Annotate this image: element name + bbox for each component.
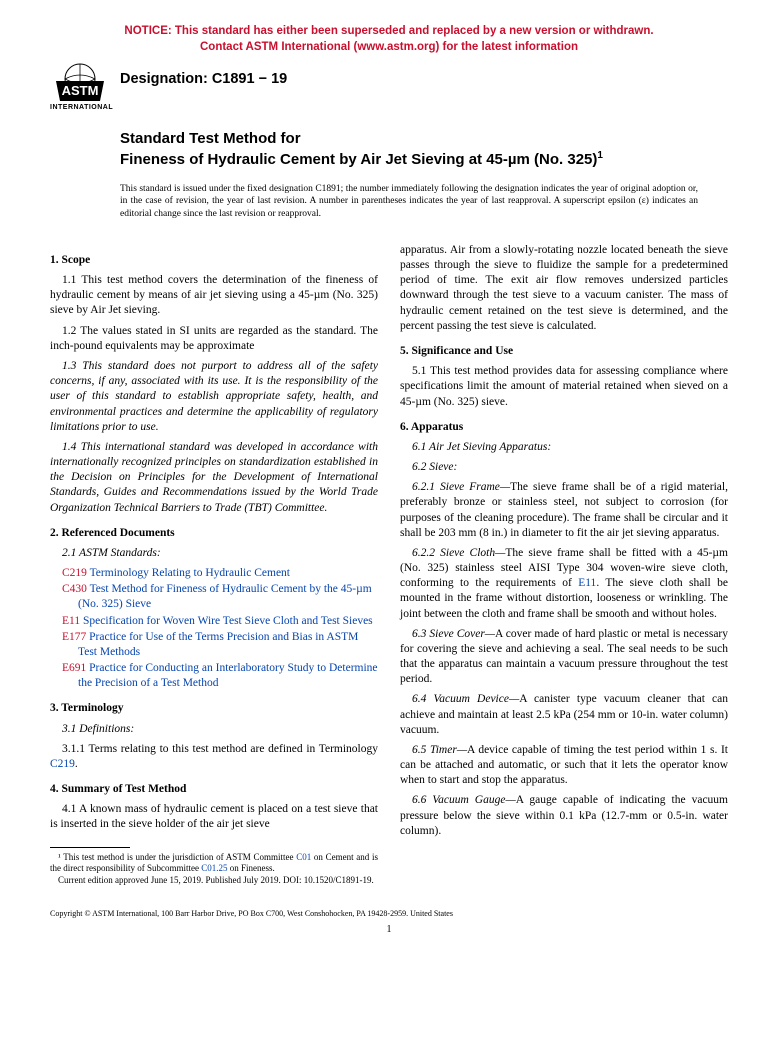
- para-4-1-cont: apparatus. Air from a slowly-rotating no…: [400, 243, 728, 334]
- link-c01-25[interactable]: C01.25: [201, 863, 227, 873]
- notice-line1: NOTICE: This standard has either been su…: [124, 25, 653, 37]
- para-6-2: 6.2 Sieve:: [400, 460, 728, 475]
- astm-logo-text: INTERNATIONAL: [50, 104, 110, 111]
- para-6-3: 6.3 Sieve Cover—A cover made of hard pla…: [400, 627, 728, 688]
- para-6-2-2: 6.2.2 Sieve Cloth—The sieve frame shall …: [400, 546, 728, 622]
- para-5-1: 5.1 This test method provides data for a…: [400, 364, 728, 410]
- copyright-line: Copyright © ASTM International, 100 Barr…: [50, 909, 728, 918]
- section-1-head: 1. Scope: [50, 253, 378, 268]
- para-1-4: 1.4 This international standard was deve…: [50, 440, 378, 516]
- page-number: 1: [50, 924, 728, 935]
- ref-c430[interactable]: C430 Test Method for Fineness of Hydraul…: [50, 582, 378, 612]
- link-c01[interactable]: C01: [296, 852, 311, 862]
- para-6-2-1: 6.2.1 Sieve Frame—The sieve frame shall …: [400, 480, 728, 541]
- title-main: Fineness of Hydraulic Cement by Air Jet …: [120, 149, 728, 170]
- para-1-2: 1.2 The values stated in SI units are re…: [50, 324, 378, 354]
- para-1-3: 1.3 This standard does not purport to ad…: [50, 359, 378, 435]
- notice-banner: NOTICE: This standard has either been su…: [50, 24, 728, 55]
- ref-e691[interactable]: E691 Practice for Conducting an Interlab…: [50, 661, 378, 691]
- header-row: ASTM INTERNATIONAL Designation: C1891 − …: [50, 63, 728, 111]
- section-3-head: 3. Terminology: [50, 701, 378, 716]
- body-columns: 1. Scope 1.1 This test method covers the…: [50, 243, 728, 887]
- para-3-1-1: 3.1.1 Terms relating to this test method…: [50, 742, 378, 772]
- ref-e11[interactable]: E11 Specification for Woven Wire Test Si…: [50, 614, 378, 629]
- para-2-1: 2.1 ASTM Standards:: [50, 546, 378, 561]
- ref-e177[interactable]: E177 Practice for Use of the Terms Preci…: [50, 630, 378, 660]
- para-3-1: 3.1 Definitions:: [50, 722, 378, 737]
- para-6-5: 6.5 Timer—A device capable of timing the…: [400, 743, 728, 789]
- title-pretitle: Standard Test Method for: [120, 129, 728, 149]
- footnote-2: Current edition approved June 15, 2019. …: [50, 875, 378, 887]
- section-4-head: 4. Summary of Test Method: [50, 782, 378, 797]
- link-c219[interactable]: C219: [50, 758, 75, 770]
- column-right: apparatus. Air from a slowly-rotating no…: [400, 243, 728, 887]
- para-6-4: 6.4 Vacuum Device—A canister type vacuum…: [400, 692, 728, 738]
- link-e11[interactable]: E11: [578, 577, 596, 589]
- designation: Designation: C1891 − 19: [120, 71, 287, 87]
- para-6-6: 6.6 Vacuum Gauge—A gauge capable of indi…: [400, 793, 728, 839]
- issuance-note: This standard is issued under the fixed …: [120, 183, 698, 221]
- section-2-head: 2. Referenced Documents: [50, 526, 378, 541]
- notice-line2: Contact ASTM International (www.astm.org…: [200, 41, 578, 53]
- astm-logo-icon: ASTM: [53, 63, 107, 103]
- section-6-head: 6. Apparatus: [400, 420, 728, 435]
- footnote-separator: [50, 847, 130, 848]
- column-left: 1. Scope 1.1 This test method covers the…: [50, 243, 378, 887]
- para-1-1: 1.1 This test method covers the determin…: [50, 273, 378, 319]
- title-block: Standard Test Method for Fineness of Hyd…: [120, 129, 728, 171]
- footnote-1: ¹ This test method is under the jurisdic…: [50, 852, 378, 875]
- astm-logo: ASTM INTERNATIONAL: [50, 63, 110, 111]
- para-6-1: 6.1 Air Jet Sieving Apparatus:: [400, 440, 728, 455]
- svg-text:ASTM: ASTM: [62, 83, 99, 98]
- section-5-head: 5. Significance and Use: [400, 344, 728, 359]
- title-footnote-ref: 1: [597, 150, 603, 161]
- document-page: NOTICE: This standard has either been su…: [0, 0, 778, 955]
- para-4-1: 4.1 A known mass of hydraulic cement is …: [50, 802, 378, 832]
- ref-c219[interactable]: C219 Terminology Relating to Hydraulic C…: [50, 566, 378, 581]
